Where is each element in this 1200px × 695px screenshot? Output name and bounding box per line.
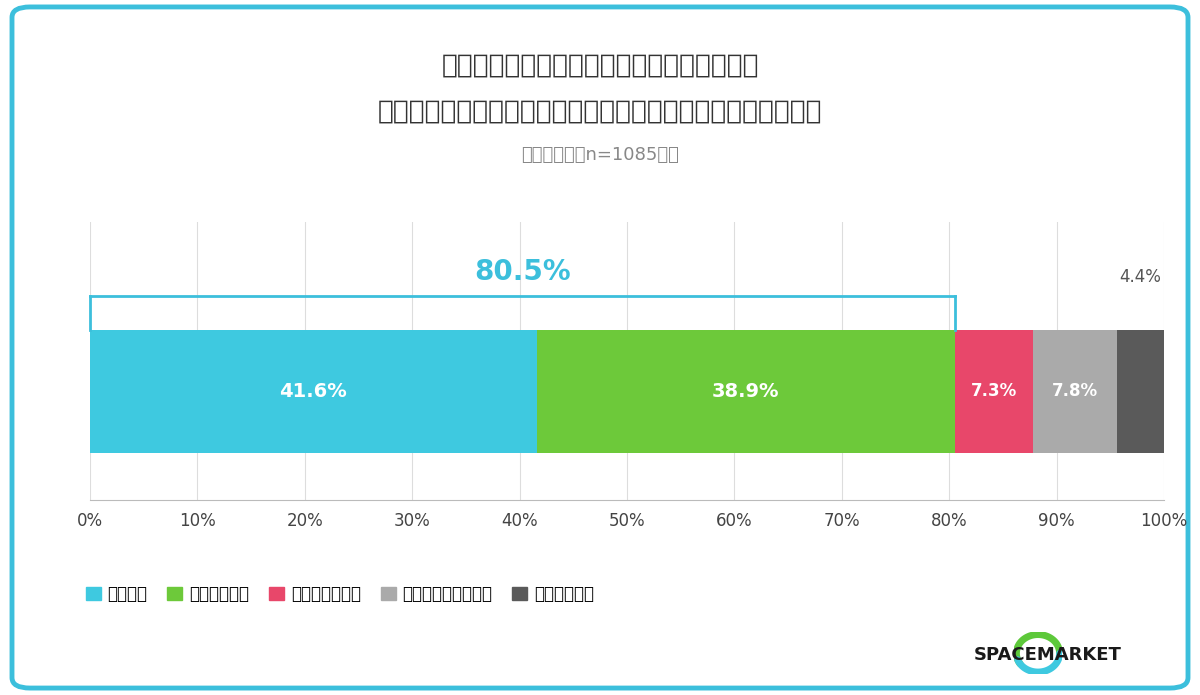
Bar (90, 329, 536, 452)
Text: 新型コロナウイルス感染症対策の実施状況が気になりますか？: 新型コロナウイルス感染症対策の実施状況が気になりますか？ (378, 99, 822, 124)
Text: （単一回答｜n=1085人）: （単一回答｜n=1085人） (521, 146, 679, 164)
Bar (1117, 329, 1164, 452)
Text: 7.8%: 7.8% (1051, 382, 1098, 400)
Text: 4.4%: 4.4% (1120, 268, 1162, 286)
Bar (536, 329, 954, 452)
FancyBboxPatch shape (12, 7, 1188, 688)
Text: 80.5%: 80.5% (474, 258, 570, 286)
Legend: 気になる, やや気になる, どちらでもない, あまり気にならない, 気にならない: 気になる, やや気になる, どちらでもない, あまり気にならない, 気にならない (79, 578, 601, 610)
Text: 41.6%: 41.6% (280, 382, 347, 401)
Text: 38.9%: 38.9% (712, 382, 780, 401)
Text: 7.3%: 7.3% (971, 382, 1016, 400)
Bar (954, 329, 1033, 452)
Text: SPACEMARKET: SPACEMARKET (974, 646, 1122, 664)
Bar (1033, 329, 1117, 452)
Text: あなたは仕事で会う相手が普段実施している: あなたは仕事で会う相手が普段実施している (442, 52, 758, 78)
